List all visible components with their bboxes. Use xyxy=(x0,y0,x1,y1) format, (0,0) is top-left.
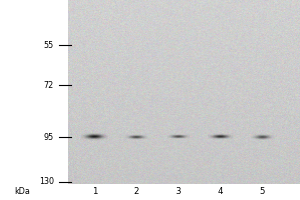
Text: kDa: kDa xyxy=(14,188,30,196)
Text: 95: 95 xyxy=(44,132,54,142)
Text: 1: 1 xyxy=(92,188,97,196)
Text: 3: 3 xyxy=(176,188,181,196)
Text: 55: 55 xyxy=(44,40,54,49)
Text: 4: 4 xyxy=(218,188,223,196)
Text: 130: 130 xyxy=(39,178,54,186)
Bar xyxy=(68,184,300,200)
Text: 2: 2 xyxy=(134,188,139,196)
Text: 5: 5 xyxy=(260,188,265,196)
Text: 72: 72 xyxy=(44,81,54,90)
Bar xyxy=(0,0,68,200)
